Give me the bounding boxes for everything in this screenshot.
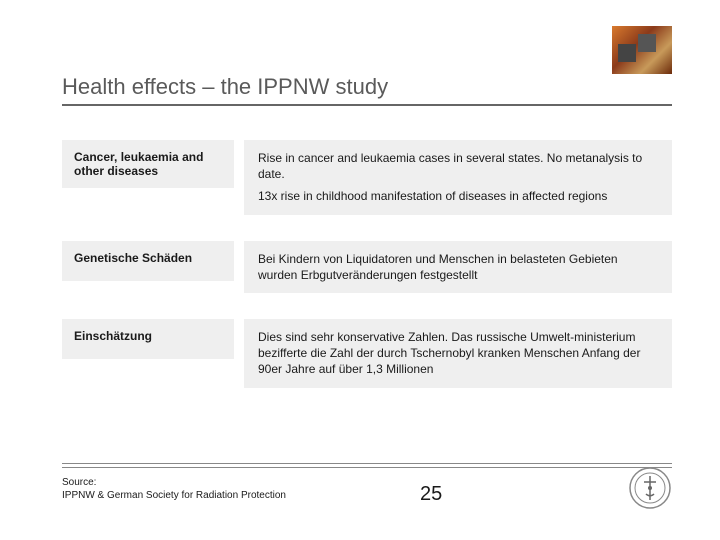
footer-rule	[62, 463, 672, 464]
content-table: Cancer, leukaemia and other diseases Ris…	[62, 140, 672, 414]
source-label: Source:	[62, 476, 286, 489]
page-number: 25	[420, 483, 442, 506]
footer-logo-icon	[628, 466, 672, 510]
row-label: Einschätzung	[62, 319, 234, 359]
page-title: Health effects – the IPPNW study	[62, 74, 388, 100]
row-label: Genetische Schäden	[62, 241, 234, 281]
table-row: Einschätzung Dies sind sehr konservative…	[62, 319, 672, 388]
header-image	[612, 26, 672, 74]
source-citation: Source: IPPNW & German Society for Radia…	[62, 476, 286, 502]
desc-line: Dies sind sehr konservative Zahlen. Das …	[258, 329, 658, 378]
desc-line: Rise in cancer and leukaemia cases in se…	[258, 150, 658, 182]
row-description: Bei Kindern von Liquidatoren und Mensche…	[244, 241, 672, 293]
row-description: Dies sind sehr konservative Zahlen. Das …	[244, 319, 672, 388]
row-description: Rise in cancer and leukaemia cases in se…	[244, 140, 672, 215]
footer-rule	[62, 467, 672, 468]
desc-line: Bei Kindern von Liquidatoren und Mensche…	[258, 251, 658, 283]
table-row: Cancer, leukaemia and other diseases Ris…	[62, 140, 672, 215]
desc-line: 13x rise in childhood manifestation of d…	[258, 188, 658, 204]
row-label: Cancer, leukaemia and other diseases	[62, 140, 234, 188]
table-row: Genetische Schäden Bei Kindern von Liqui…	[62, 241, 672, 293]
title-rule	[62, 104, 672, 106]
source-text: IPPNW & German Society for Radiation Pro…	[62, 489, 286, 502]
